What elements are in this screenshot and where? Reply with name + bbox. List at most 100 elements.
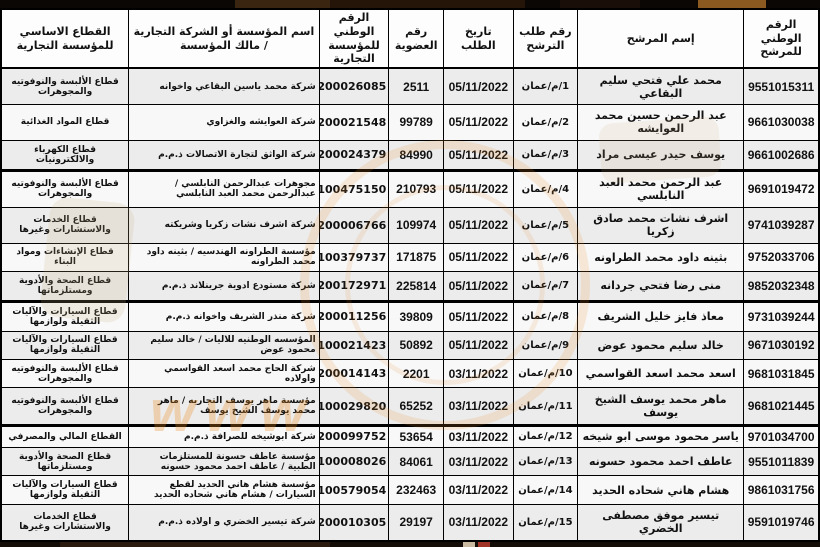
cell-membership_no: 2201 [388,359,445,389]
cell-company: مجوهرات عبدالرحمن النابلسي / عبدالرحمن م… [128,168,320,208]
cell-est_national_id: 200026085 [318,67,390,106]
cell-membership_no: 232463 [388,475,445,505]
cell-request_no: 1/م/عمان [512,67,579,106]
table-row: 9681021445 ماهر محمد يوسف الشيخ يوسف 11/م/… [0,387,820,426]
cell-national_id: 9681031845 [743,359,820,389]
cell-membership_no: 225814 [388,271,445,302]
table-row: 9661030038 عبد الرحمن حسين محمد العوايشه 2… [0,104,820,141]
cell-membership_no: 50892 [388,330,445,361]
cell-request_date: 05/11/2022 [443,104,514,141]
cell-request_no: 11/م/عمان [512,387,579,426]
cell-request_date: 05/11/2022 [443,299,514,332]
cell-membership_no: 210793 [388,168,445,208]
cell-company: شركة الواثق لتجارة الاتصالات ذ.م.م [128,139,320,171]
table-row: 9861031756 هشام هاني شحاده الحديد 14/م/عما… [0,475,820,505]
table-body: 9551015311 محمد علي فتحي سليم البقاعي 1/م/… [0,67,820,542]
cell-national_id: 9691019472 [743,168,820,208]
cell-request_no: 13/م/عمان [512,446,579,477]
cell-candidate: تيسير موفق مصطفى الخضري [577,503,745,542]
cell-request_no: 8/م/عمان [512,299,579,332]
cell-request_no: 5/م/عمان [512,206,579,244]
bottom-photo-banner [0,542,820,547]
cell-membership_no: 39809 [388,299,445,332]
banner-segment [235,0,330,8]
cell-request_no: 3/م/عمان [512,139,579,171]
cell-company: مؤسسة ماهر يوسف التجاريه / ماهر محمد يوس… [128,387,320,426]
candidates-table-container: الرقم الوطني للمرشح إسم المرشح رقم طلب الت… [0,8,820,542]
cell-membership_no: 84061 [388,446,445,477]
cell-sector: قطاع الألبسة والنوفوتيه والمجوهرات [0,387,130,426]
cell-membership_no: 99789 [388,104,445,141]
column-header-request_date: تاريخ الطلب [443,8,514,69]
cell-national_id: 9852032348 [743,271,820,302]
cell-request_date: 03/11/2022 [443,446,514,477]
top-photo-banner [0,0,820,8]
banner-segment [478,542,490,547]
cell-est_national_id: 200011256 [318,299,390,332]
column-header-company: اسم المؤسسة أو الشركة التجارية / مالك ال… [128,8,320,69]
cell-est_national_id: 200024379 [318,139,390,171]
cell-national_id: 9681021445 [743,387,820,426]
cell-candidate: يوسف حيدر عيسى مراد [577,139,745,171]
cell-request_no: 7/م/عمان [512,271,579,302]
cell-request_no: 15/م/عمان [512,503,579,542]
cell-membership_no: 109974 [388,206,445,244]
cell-national_id: 9731039244 [743,299,820,332]
cell-national_id: 9661002686 [743,139,820,171]
cell-company: مؤسسة الطراونه الهندسيه / بثينه داود محم… [128,242,320,273]
cell-sector: القطاع المالي والمصرفي [0,423,130,448]
cell-est_national_id: 200021548 [318,104,390,141]
cell-request_date: 03/11/2022 [443,475,514,505]
cell-company: مؤسسة عاطف حسونة للمستلزمات الطبية / عاط… [128,446,320,477]
cell-sector: قطاع الخدمات والاستشارات وغيرها [0,503,130,542]
cell-company: شركة ابوشيخه للصرافة ذ.م.م [128,423,320,448]
cell-membership_no: 84990 [388,139,445,171]
cell-national_id: 9861031756 [743,475,820,505]
cell-candidate: عاطف احمد محمود حسونه [577,446,745,477]
cell-est_national_id: 200099752 [318,423,390,448]
cell-membership_no: 29197 [388,503,445,542]
cell-candidate: عبد الرحمن محمد العبد النابلسي [577,168,745,208]
cell-request_no: 10/م/عمان [512,359,579,389]
table-row: 9551015311 محمد علي فتحي سليم البقاعي 1/م/… [0,67,820,106]
cell-request_date: 05/11/2022 [443,242,514,273]
table-row: 9731039244 معاذ فايز خليل الشريف 8/م/عمان 0… [0,299,820,332]
cell-request_no: 14/م/عمان [512,475,579,505]
table-row: 9752033706 بثينه داود محمد الطراونه 6/م/عم… [0,242,820,273]
cell-sector: قطاع الكهرباء والالكترونيات [0,139,130,171]
cell-national_id: 9752033706 [743,242,820,273]
cell-est_national_id: 200010305 [318,503,390,542]
cell-request_date: 03/11/2022 [443,503,514,542]
column-header-national_id: الرقم الوطني للمرشح [743,8,820,69]
cell-sector: قطاع الصحة والأدوية ومستلزماتها [0,446,130,477]
cell-national_id: 9551011839 [743,446,820,477]
cell-est_national_id: 100029820 [318,387,390,426]
cell-request_date: 03/11/2022 [443,387,514,426]
cell-request_no: 12/م/عمان [512,423,579,448]
cell-candidate: منى رضا فتحي جردانه [577,271,745,302]
cell-request_date: 03/11/2022 [443,423,514,448]
cell-national_id: 9661030038 [743,104,820,141]
column-header-sector: القطاع الاساسي للمؤسسة التجارية [0,8,130,69]
cell-company: شركة اشرف نشات زكريا وشريكته [128,206,320,244]
cell-national_id: 9741039287 [743,206,820,244]
table-header-row: الرقم الوطني للمرشح إسم المرشح رقم طلب الت… [0,8,820,69]
cell-request_date: 05/11/2022 [443,139,514,171]
cell-company: شركة محمد ياسين البقاعي واخوانه [128,67,320,106]
cell-sector: قطاع الصحة والأدوية ومستلزماتها [0,271,130,302]
cell-request_no: 6/م/عمان [512,242,579,273]
cell-company: شركة الحاج محمد اسعد القواسمي واولاده [128,359,320,389]
cell-membership_no: 53654 [388,423,445,448]
table-row: 9551011839 عاطف احمد محمود حسونه 13/م/عمان… [0,446,820,477]
cell-est_national_id: 100379737 [318,242,390,273]
cell-est_national_id: 200006766 [318,206,390,244]
cell-request_date: 05/11/2022 [443,271,514,302]
banner-segment [60,542,330,547]
cell-est_national_id: 100021423 [318,330,390,361]
cell-est_national_id: 100008026 [318,446,390,477]
column-header-membership_no: رقم العضوية [388,8,445,69]
cell-candidate: ماهر محمد يوسف الشيخ يوسف [577,387,745,426]
banner-segment [330,0,525,8]
table-row: 9701034700 ياسر محمود موسى ابو شيخه 12/م/ع… [0,423,820,448]
